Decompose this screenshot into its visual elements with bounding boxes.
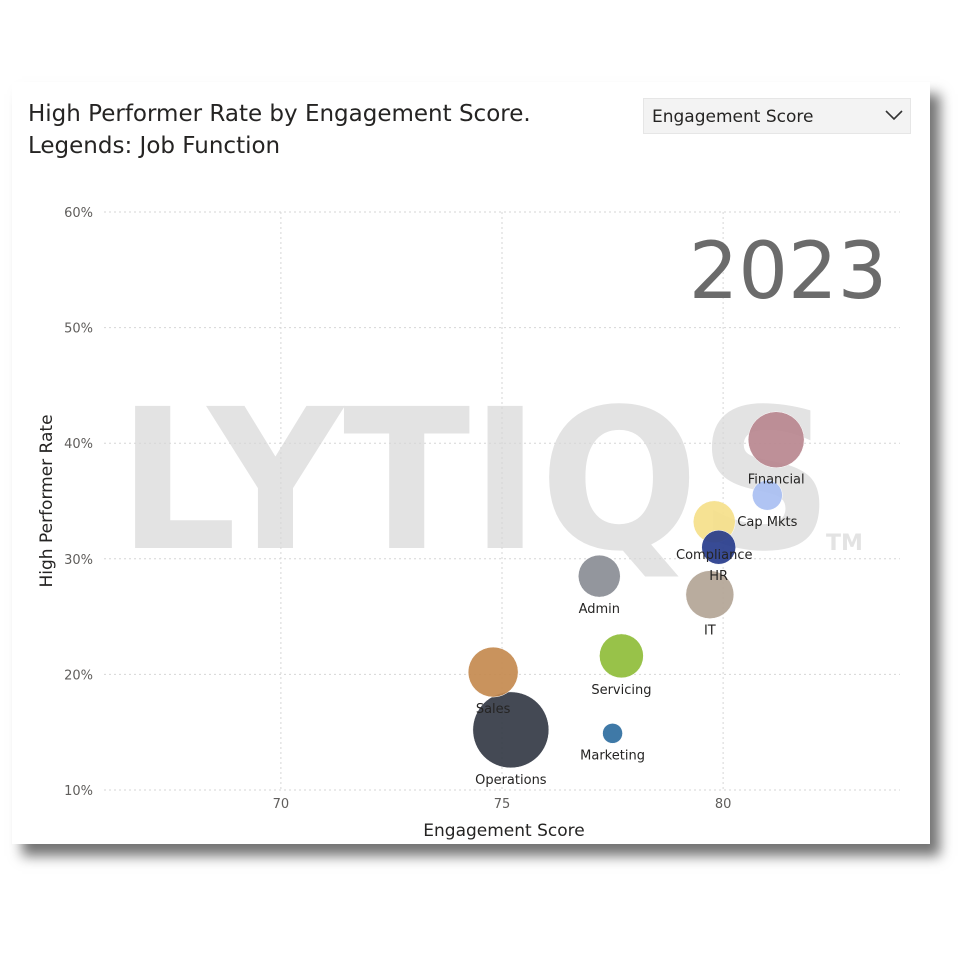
bubble-financial [747,411,805,468]
chevron-down-icon [885,110,903,121]
measure-dropdown[interactable]: Engagement Score [643,98,911,134]
x-tick-label: 80 [715,797,732,812]
x-axis-title: Engagement Score [423,821,584,841]
data-label: IT [704,624,716,639]
x-tick-label: 70 [273,797,290,812]
data-label: Compliance [676,548,753,563]
y-tick-label: 40% [64,437,93,452]
data-label: Sales [476,702,511,717]
y-tick-label: 60% [64,206,93,221]
data-label: HR [709,569,728,584]
chart-title-line-1: High Performer Rate by Engagement Score. [28,101,531,127]
bubble-sales [467,646,519,698]
y-tick-label: 20% [64,668,93,683]
data-label: Admin [579,602,620,617]
data-label: Operations [475,773,547,788]
bubble-hr [701,529,736,565]
data-label: Financial [748,473,805,488]
y-axis-title: High Performer Rate [37,414,57,587]
y-tick-label: 50% [64,322,93,337]
bubble-operations [472,691,550,769]
chart-title: High Performer Rate by Engagement Score.… [28,98,531,162]
x-tick-label: 75 [494,797,511,812]
bubble-it [685,570,735,619]
bubble-servicing [599,633,644,679]
watermark-tm: TM [826,531,863,556]
bubble-cap-mkts [752,479,783,511]
y-tick-label: 30% [64,553,93,568]
bubble-admin [578,554,621,598]
chart-title-line-2: Legends: Job Function [28,133,281,159]
year-label: 2023 [689,227,888,317]
bubble-marketing [602,723,623,744]
data-label: Cap Mkts [737,515,797,530]
data-label: Servicing [591,683,651,698]
y-tick-label: 10% [64,784,93,799]
measure-dropdown-value: Engagement Score [652,107,814,127]
data-label: Marketing [580,748,645,763]
